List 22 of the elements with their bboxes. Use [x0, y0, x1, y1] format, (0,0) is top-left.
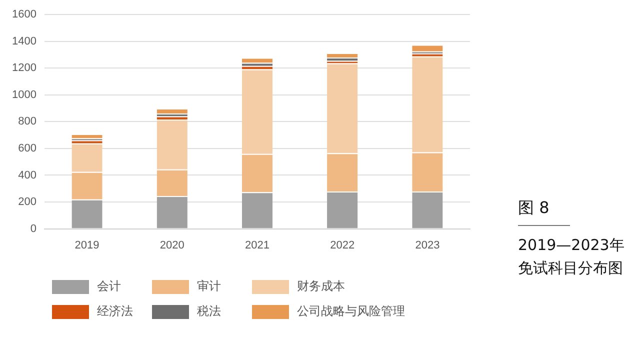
x-tick-label: 2021: [244, 239, 270, 252]
y-tick-label: 600: [18, 142, 36, 155]
y-tick-label: 1000: [12, 88, 36, 101]
y-tick-label: 0: [30, 222, 36, 235]
x-tick-label: 2020: [160, 239, 184, 252]
legend-label: 财务成本: [297, 278, 345, 295]
y-tick-label: 1200: [12, 62, 36, 74]
y-tick-label: 800: [18, 116, 36, 128]
legend-label: 经济法: [97, 303, 133, 320]
x-tick-label: 2022: [330, 239, 355, 252]
legend-label: 会计: [97, 278, 121, 295]
legend-label: 公司战略与风险管理: [297, 303, 405, 320]
y-tick-label: 1600: [12, 8, 36, 21]
text: 2019—2023年免试科目分布图: [518, 235, 626, 279]
x-tick-label: 2019: [74, 239, 100, 252]
legend-label: 审计: [197, 278, 221, 295]
text: 图 8: [518, 198, 550, 219]
y-tick-label: 400: [18, 169, 36, 182]
y-tick-label: 1400: [12, 35, 36, 48]
y-tick-label: 200: [18, 196, 36, 208]
legend-label: 税法: [197, 303, 221, 320]
x-tick-label: 2023: [415, 239, 440, 252]
